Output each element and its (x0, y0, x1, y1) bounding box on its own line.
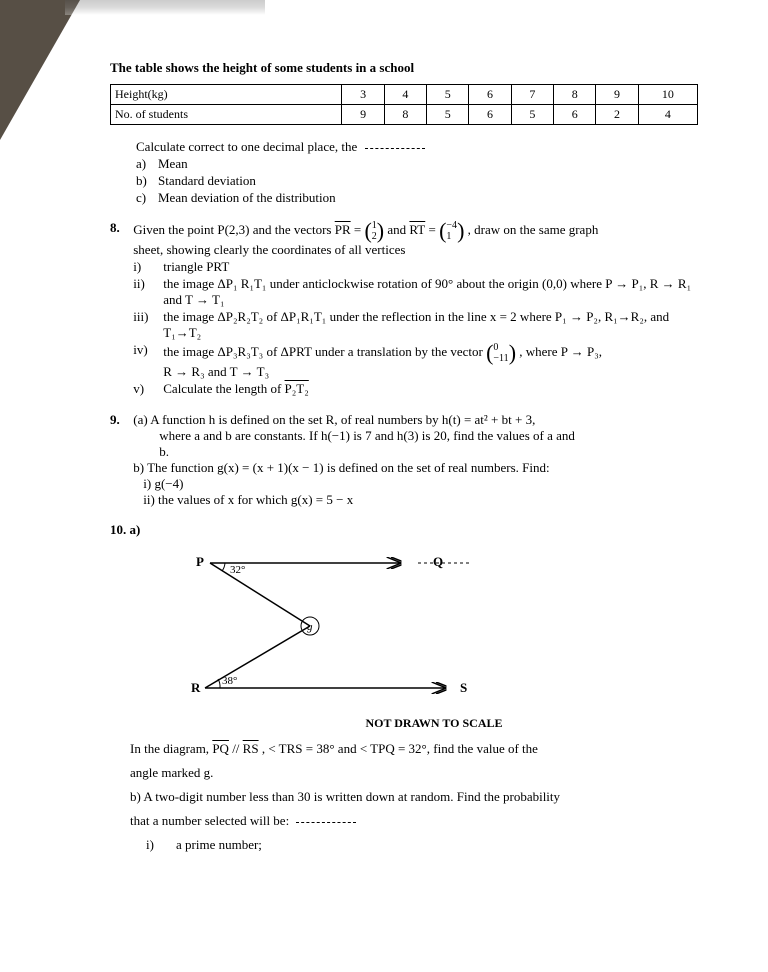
dash-line (296, 822, 356, 823)
intro-text: The table shows the height of some stude… (110, 60, 698, 76)
question-10: 10. a) 32° (110, 522, 698, 853)
svg-text:S: S (460, 680, 467, 695)
q10-a-text: In the diagram, PQ // RS , < TRS = 38° a… (110, 741, 698, 757)
svg-text:38°: 38° (222, 675, 237, 687)
row-label-height: Height(kg) (111, 85, 342, 105)
table-row-counts: No. of students 9 8 5 6 5 6 2 4 (111, 105, 698, 125)
segment-rs: RS (243, 741, 259, 757)
table-cell: 6 (469, 85, 511, 105)
table-cell: 8 (554, 85, 596, 105)
q9-b-line3: ii) the values of x for which g(x) = 5 −… (133, 492, 697, 508)
svg-text:P: P (196, 554, 204, 569)
table-cell: 7 (511, 85, 553, 105)
vector-rt: RT (409, 222, 425, 238)
label-i: i) (146, 837, 176, 853)
q9-a-line1: (a) A function h is defined on the set R… (133, 412, 697, 428)
q8-line2: sheet, showing clearly the coordinates o… (133, 242, 697, 258)
segment-p2t2: P₂T₂ (285, 381, 309, 397)
segment-pq: PQ (212, 741, 229, 757)
dash-line (365, 148, 425, 149)
corner-fold-shadow (0, 0, 80, 140)
table-cell: 5 (511, 105, 553, 125)
table-cell: 9 (342, 105, 384, 125)
column-vector-3: (0−11) (486, 342, 516, 364)
table-cell: 6 (554, 105, 596, 125)
q7-a: Mean (158, 156, 698, 172)
geometry-diagram: 32° 38° g P Q R S (150, 548, 698, 712)
label-i: i) (133, 259, 163, 275)
q7-lead: Calculate correct to one decimal place, … (136, 139, 698, 155)
q9-number: 9. (110, 412, 130, 428)
label-a: a) (136, 156, 158, 172)
q9-b-line1: b) The function g(x) = (x + 1)(x − 1) is… (133, 460, 697, 476)
table-cell: 2 (596, 105, 638, 125)
q10-number: 10. a) (110, 522, 150, 538)
q9-a-line3: b. (133, 444, 697, 460)
svg-text:32°: 32° (230, 564, 245, 576)
q7-c: Mean deviation of the distribution (158, 190, 698, 206)
table-cell: 4 (384, 85, 426, 105)
table-cell: 4 (638, 105, 697, 125)
table-cell: 5 (427, 85, 469, 105)
q10-a-text2: angle marked g. (110, 765, 698, 781)
q10-b-i: i) a prime number; (110, 837, 698, 853)
label-iii: iii) (133, 309, 163, 341)
q9-a-line2: where a and b are constants. If h(−1) is… (133, 428, 697, 444)
label-ii: ii) (133, 276, 163, 308)
q8-v: Calculate the length of P₂T₂ (163, 381, 697, 397)
question-9: 9. (a) A function h is defined on the se… (110, 412, 698, 508)
svg-text:R: R (191, 680, 201, 695)
label-b: b) (136, 173, 158, 189)
column-vector-2: (−41) (439, 220, 464, 242)
q8-number: 8. (110, 220, 130, 236)
label-v: v) (133, 381, 163, 397)
table-cell: 9 (596, 85, 638, 105)
table-cell: 6 (469, 105, 511, 125)
label-c: c) (136, 190, 158, 206)
table-cell: 8 (384, 105, 426, 125)
question-7: Calculate correct to one decimal place, … (110, 139, 698, 206)
q8-ii: the image ΔP₁ R₁T₁ under anticlockwise r… (163, 276, 697, 308)
table-cell: 5 (427, 105, 469, 125)
q7-b: Standard deviation (158, 173, 698, 189)
q8-i: triangle PRT (163, 259, 697, 275)
row-label-count: No. of students (111, 105, 342, 125)
table-cell: 3 (342, 85, 384, 105)
table-row-heights: Height(kg) 3 4 5 6 7 8 9 10 (111, 85, 698, 105)
q8-iii: the image ΔP₂R₂T₂ of ΔP₁R₁T₁ under the r… (163, 309, 697, 341)
page: The table shows the height of some stude… (0, 0, 768, 972)
table-cell: 10 (638, 85, 697, 105)
label-iv: iv) (133, 342, 163, 380)
vector-pr: PR (335, 222, 351, 238)
svg-text:g: g (307, 621, 313, 633)
q10-b-line2: that a number selected will be: (110, 813, 698, 829)
top-edge-shadow (65, 0, 265, 15)
q8-line1: Given the point P(2,3) and the vectors P… (133, 220, 697, 242)
document-content: The table shows the height of some stude… (110, 60, 698, 853)
not-drawn-label: NOT DRAWN TO SCALE (170, 716, 698, 731)
question-8: 8. Given the point P(2,3) and the vector… (110, 220, 698, 398)
svg-text:Q: Q (433, 554, 443, 569)
q8-iv: the image ΔP₃R₃T₃ of ΔPRT under a transl… (163, 342, 697, 380)
q10-b-line1: b) A two-digit number less than 30 is wr… (110, 789, 698, 805)
column-vector-1: (12) (364, 220, 384, 242)
height-table: Height(kg) 3 4 5 6 7 8 9 10 No. of stude… (110, 84, 698, 125)
q9-b-line2: i) g(−4) (133, 476, 697, 492)
